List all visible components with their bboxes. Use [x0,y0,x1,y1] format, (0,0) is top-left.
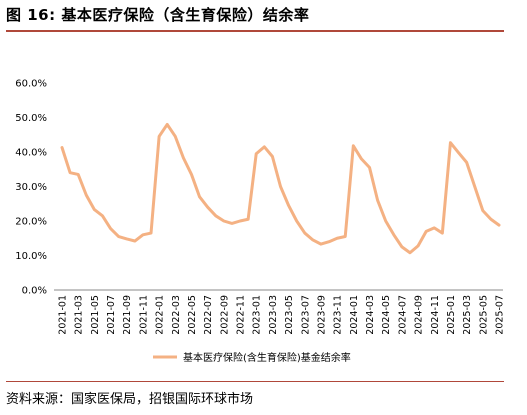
x-tick-label: 2024-03 [365,295,376,335]
x-tick-label: 2023-11 [333,295,344,335]
x-tick-label: 2024-11 [430,295,441,335]
x-tick-label: 2024-01 [349,295,360,335]
figure-title: 图 16: 基本医疗保险（含生育保险）结余率 [6,6,310,24]
chart: 0.0% 10.0% 20.0% 30.0% 40.0% 50.0% 60.0% 2021-… [15,79,506,365]
x-tick-label: 2022-05 [187,295,198,335]
y-tick-label: 20.0% [15,217,47,228]
y-tick-label: 30.0% [15,182,47,193]
y-tick-label: 40.0% [15,148,47,159]
y-tick-label: 0.0% [22,286,47,297]
y-tick-label: 60.0% [15,79,47,90]
x-axis: 2021-01 2021-03 2021-05 2021-07 2021-09 2021-… [54,289,506,335]
x-tick-label: 2021-11 [138,295,149,335]
x-tick-label: 2022-11 [236,295,247,335]
x-tick-label: 2025-01 [446,295,457,335]
x-tick-label: 2024-09 [414,295,425,335]
x-tick-label: 2025-03 [462,295,473,335]
x-tick-label: 2023-09 [316,295,327,335]
x-tick-label: 2023-01 [252,295,263,335]
x-tick-label: 2021-07 [106,295,117,335]
x-tick-label: 2025-07 [495,295,506,335]
y-tick-label: 10.0% [15,251,47,262]
x-tick-label: 2022-03 [171,295,182,335]
x-tick-label: 2023-07 [300,295,311,335]
x-tick-label: 2022-07 [203,295,214,335]
x-tick-label: 2021-03 [74,295,85,335]
x-tick-label: 2021-01 [58,295,69,335]
x-tick-label: 2025-05 [478,295,489,335]
x-tick-label: 2023-03 [268,295,279,335]
series-layer [60,122,501,255]
x-tick-label: 2024-07 [397,295,408,335]
x-tick-label: 2024-05 [381,295,392,335]
y-axis: 0.0% 10.0% 20.0% 30.0% 40.0% 50.0% 60.0% [15,79,47,297]
x-tick-label: 2023-05 [284,295,295,335]
y-tick-label: 50.0% [15,113,47,124]
source-note: 资料来源：国家医保局，招银国际环球市场 [6,392,254,407]
x-tick-label: 2021-05 [90,295,101,335]
x-tick-label: 2021-09 [122,295,133,335]
legend: 基本医疗保险(含生育保险)基金结余率 [153,351,351,364]
legend-label: 基本医疗保险(含生育保险)基金结余率 [183,351,351,364]
series-line [60,122,501,255]
source-divider [6,381,504,382]
x-tick-label: 2022-01 [155,295,166,335]
x-tick-label: 2022-09 [219,295,230,335]
title-divider [6,30,504,32]
